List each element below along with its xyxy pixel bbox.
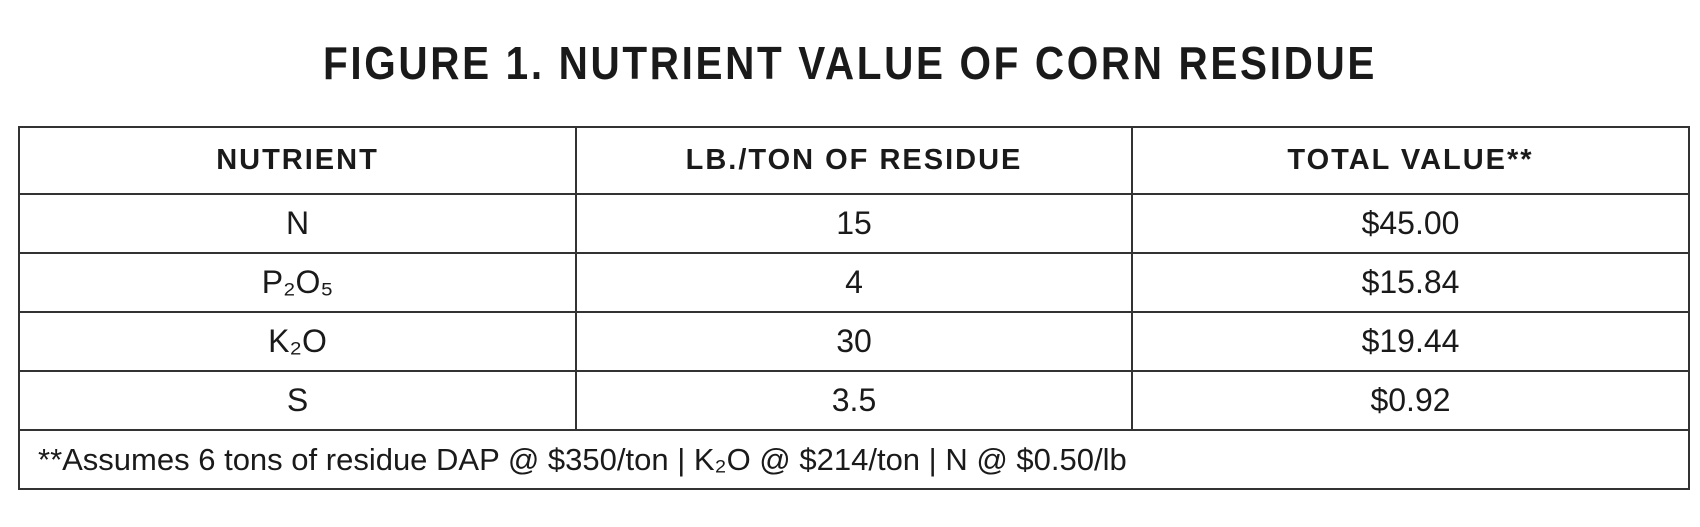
table-cell: 4 [575,252,1133,313]
column-header: NUTRIENT [18,126,577,195]
table-cell: 3.5 [575,370,1133,431]
table-cell: P₂O₅ [18,252,577,313]
table-cell: K₂O [18,311,577,372]
footnote: **Assumes 6 tons of residue DAP @ $350/t… [18,429,1690,490]
table-cell: N [18,193,577,254]
column-header: TOTAL VALUE** [1131,126,1690,195]
table-cell: $45.00 [1131,193,1690,254]
table-cell: 30 [575,311,1133,372]
table-row: S 3.5 $0.92 [18,370,1690,431]
table-cell: S [18,370,577,431]
table-cell: $0.92 [1131,370,1690,431]
title: FIGURE 1. NUTRIENT VALUE OF CORN RESIDUE [323,37,1377,89]
footnote-row: **Assumes 6 tons of residue DAP @ $350/t… [18,429,1690,490]
table-row: K₂O 30 $19.44 [18,311,1690,372]
table-cell: $15.84 [1131,252,1690,313]
table-cell: $19.44 [1131,311,1690,372]
nutrient-table: NUTRIENT LB./TON OF RESIDUE TOTAL VALUE** … [18,126,1690,490]
table-cell: 15 [575,193,1133,254]
header-row: NUTRIENT LB./TON OF RESIDUE TOTAL VALUE** [18,126,1690,195]
column-header: LB./TON OF RESIDUE [575,126,1133,195]
table-row: P₂O₅ 4 $15.84 [18,252,1690,313]
table-row: N 15 $45.00 [18,193,1690,254]
